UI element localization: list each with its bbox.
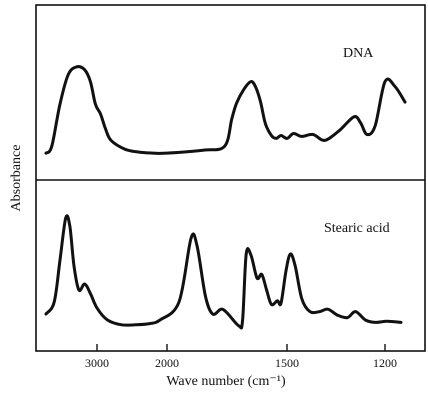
dna-series-label: DNA xyxy=(343,46,374,61)
spectrum-traces xyxy=(44,65,407,330)
x-tick-label-1200: 1200 xyxy=(373,356,397,370)
x-axis-ticks: 3000 2000 1500 1200 xyxy=(85,344,397,370)
series-labels: DNA Stearic acid xyxy=(324,46,390,236)
x-axis-title: Wave number (cm⁻¹) xyxy=(166,374,286,389)
y-axis-title: Absorbance xyxy=(9,145,24,212)
plot-frame xyxy=(35,4,426,352)
dna-spectrum-line xyxy=(44,65,407,155)
stearic-acid-spectrum-line xyxy=(44,214,403,330)
stearic-acid-series-label: Stearic acid xyxy=(324,221,390,236)
x-tick-label-2000: 2000 xyxy=(155,356,179,370)
x-tick-label-1500: 1500 xyxy=(275,356,299,370)
x-tick-label-3000: 3000 xyxy=(85,356,109,370)
plot-border xyxy=(35,4,426,352)
